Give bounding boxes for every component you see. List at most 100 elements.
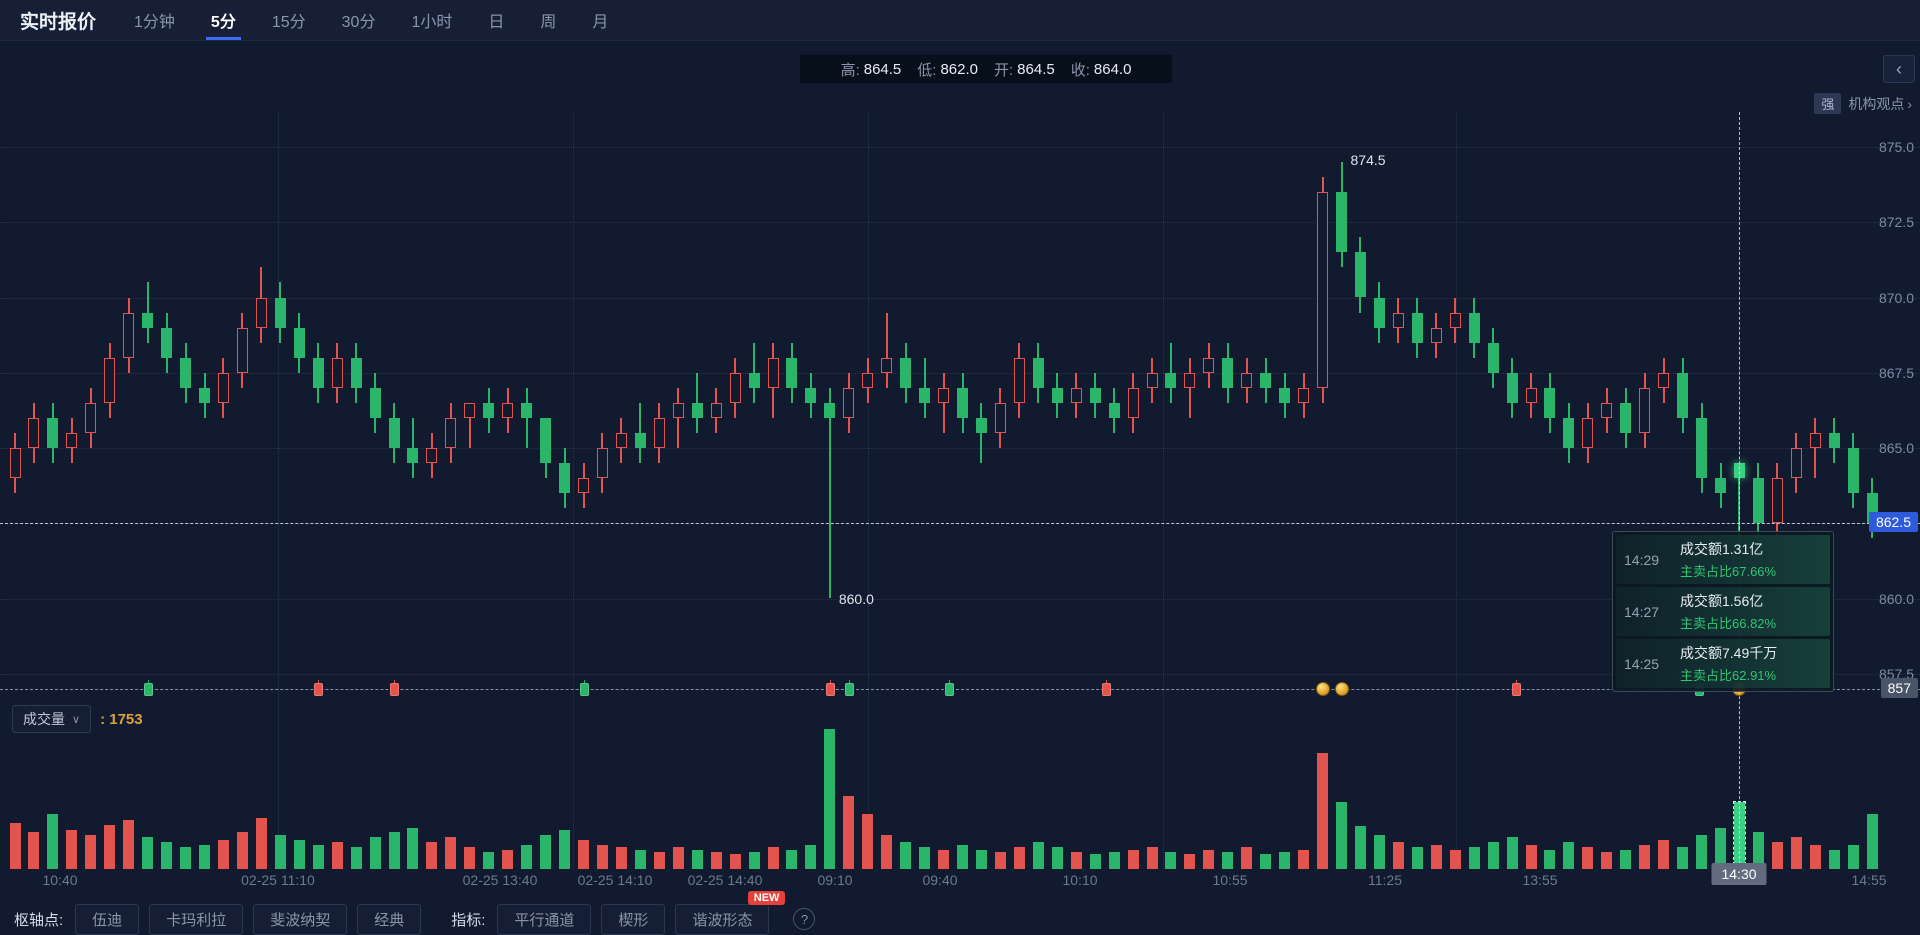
candle-body: [1279, 387, 1291, 403]
new-badge: NEW: [747, 890, 786, 905]
volume-bar: [483, 852, 495, 869]
institution-row: 强 机构观点 ›: [1814, 93, 1912, 114]
indicator-button-wrap: 平行通道: [497, 903, 592, 935]
institution-view-label: 机构观点: [1848, 95, 1905, 112]
volume-bar: [1752, 832, 1764, 869]
candle-body: [1525, 387, 1537, 403]
candle-body: [407, 448, 419, 464]
pivot-button-1[interactable]: 卡玛利拉: [149, 903, 244, 935]
time-axis-label: 02-25 14:10: [577, 872, 653, 888]
candle-body: [900, 357, 912, 388]
collapse-panel-button[interactable]: ‹: [1883, 55, 1915, 83]
indicator-button-1[interactable]: 楔形: [601, 903, 666, 935]
volume-bar: [540, 835, 552, 869]
volume-bar: [900, 842, 912, 869]
indicator-label: 指标:: [451, 911, 486, 929]
candle-body: [1809, 432, 1821, 448]
indicator-button-2[interactable]: 谐波形态: [675, 903, 770, 935]
volume-bar: [938, 850, 950, 869]
candle-body: [596, 448, 608, 479]
volume-bar: [1487, 842, 1499, 869]
ohlc-item-value: 862.0: [940, 60, 978, 78]
chevron-down-icon: ∨: [72, 713, 81, 726]
candle-body: [1658, 372, 1670, 388]
tab-timeframe-0[interactable]: 1分钟: [134, 14, 175, 31]
volume-bar: [1468, 847, 1480, 869]
pivot-button-3[interactable]: 经典: [357, 903, 422, 935]
candle-body: [1487, 342, 1499, 373]
indicator-button-0[interactable]: 平行通道: [497, 903, 592, 935]
candle-body: [142, 312, 154, 328]
volume-bar: [994, 852, 1006, 869]
trade-detail-tooltip: 14:29 成交额1.31亿 主卖占比67.66% 14:27 成交额1.56亿 主卖占比…: [1612, 531, 1834, 692]
volume-value: : 1753: [100, 710, 143, 728]
price-axis-label: 865.0: [1878, 440, 1914, 456]
candle-body: [786, 357, 798, 388]
candle-body: [1601, 402, 1613, 418]
institution-view-link[interactable]: 机构观点 ›: [1848, 94, 1912, 114]
buy-signal-icon: [144, 680, 153, 696]
tab-timeframe-7[interactable]: 月: [592, 14, 609, 31]
volume-bar: [1203, 850, 1215, 869]
candle-body: [1013, 357, 1025, 403]
candle-wick: [1814, 417, 1817, 479]
volume-bar: [521, 845, 533, 869]
volume-indicator-selector[interactable]: 成交量 ∨: [12, 705, 92, 733]
time-axis-label: 10:55: [1212, 872, 1248, 888]
candle-body: [1336, 192, 1347, 253]
tab-timeframe-1[interactable]: 5分: [205, 0, 241, 40]
buy-signal-icon: [845, 680, 854, 696]
candle-body: [862, 372, 874, 388]
buy-signal-icon: [580, 680, 589, 696]
candle-body: [767, 357, 779, 388]
pivot-button-2[interactable]: 斐波纳契: [253, 903, 348, 935]
tab-timeframe-4[interactable]: 1小时: [411, 14, 453, 31]
time-axis-label: 02-25 11:10: [241, 872, 315, 888]
candle-wick: [828, 387, 831, 599]
candle-body: [1449, 312, 1461, 328]
crosshair-time-badge: 14:30: [1711, 863, 1767, 885]
volume-bar: [236, 832, 248, 869]
candle-body: [1752, 478, 1764, 524]
tab-timeframe-2[interactable]: 15分: [271, 14, 306, 31]
v-gridline: [278, 112, 279, 869]
h-gridline: [0, 222, 1920, 224]
candle-body: [1317, 192, 1329, 388]
tooltip-sell-ratio: 主卖占比62.91%: [1680, 668, 1777, 683]
coin-signal-icon: [1316, 682, 1330, 696]
candle-wick: [885, 312, 888, 388]
crosshair-vertical-line: [1739, 112, 1741, 869]
h-gridline: [0, 598, 1920, 600]
volume-bar: [672, 847, 684, 869]
volume-bar: [217, 840, 229, 869]
pivot-button-0[interactable]: 伍迪: [75, 903, 140, 935]
time-axis-label: 09:40: [922, 872, 958, 888]
ohlc-item: 高: 864.5: [841, 59, 902, 80]
candle-body: [1051, 387, 1063, 403]
tab-timeframe-5[interactable]: 日: [488, 14, 505, 31]
time-axis-label: 09:10: [817, 872, 853, 888]
tab-timeframe-3[interactable]: 30分: [341, 14, 376, 31]
help-icon[interactable]: ?: [793, 908, 816, 930]
volume-bar: [1620, 850, 1632, 869]
candle-body: [672, 402, 684, 418]
candle-body: [1070, 387, 1082, 403]
sell-signal-icon: [390, 680, 399, 696]
candle-body: [464, 402, 476, 418]
ohlc-item: 低: 862.0: [917, 59, 978, 80]
volume-bar: [710, 852, 722, 869]
candle-wick: [1169, 342, 1172, 403]
ohlc-item-value: 864.5: [863, 60, 902, 78]
candle-wick: [942, 372, 945, 433]
tab-timeframe-6[interactable]: 周: [540, 14, 557, 31]
candle-body: [1430, 327, 1442, 343]
volume-bar: [426, 842, 438, 869]
candle-body: [1790, 448, 1802, 479]
buy-signal-icon: [945, 680, 954, 696]
level-price-badge: 857: [1880, 678, 1918, 698]
time-axis-label: 13:55: [1522, 872, 1558, 888]
volume-bar: [1506, 837, 1518, 869]
settlement-level-line: [0, 688, 1920, 690]
